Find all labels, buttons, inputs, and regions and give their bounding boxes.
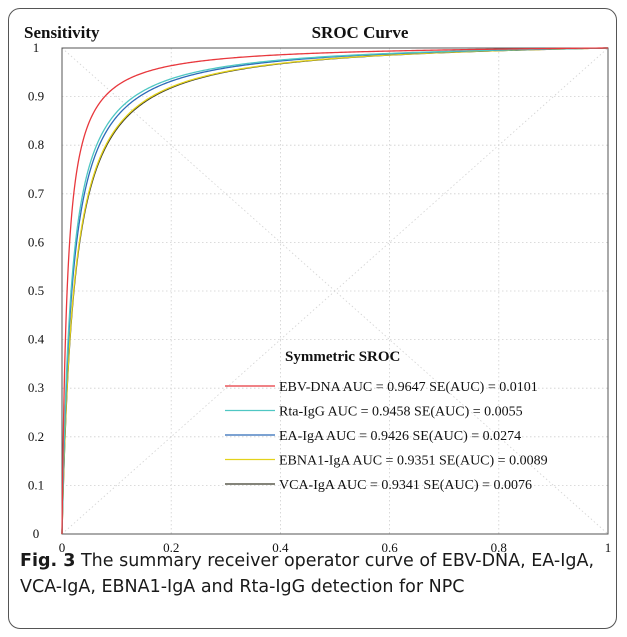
x-tick-label: 0 [59,540,66,555]
y-tick-label: 1 [33,40,40,55]
sroc-curve-ebna1-iga [61,47,609,534]
plot-area [61,47,609,535]
series-curves [61,47,609,534]
figure-frame [8,8,617,629]
y-axis-label: Sensitivity [24,23,100,42]
sroc-chart: 0 0.2 0.4 0.6 0.8 1 0 0.1 0.2 0.3 0.4 0.5 0.6 0.7 0.8 0… [24,23,611,555]
y-tick-label: 0.1 [28,477,44,492]
chart-title: SROC Curve [312,23,409,42]
legend-entry: Rta-IgG AUC = 0.9458 SE(AUC) = 0.0055 [279,405,523,420]
x-tick-label: 0.6 [381,540,398,555]
diagonal-lines [61,47,609,535]
y-tick-label: 0.5 [28,283,44,298]
y-tick-label: 0.8 [28,137,44,152]
y-tick-label: 0.6 [28,234,45,249]
y-tick-label: 0.9 [28,89,44,104]
y-tick-label: 0.4 [28,332,45,347]
sroc-curve-ebv-dna [61,47,609,534]
legend-title: Symmetric SROC [285,349,400,365]
sroc-curve-rta-igg [61,47,609,534]
y-tick-label: 0 [33,526,40,541]
y-tick-label: 0.2 [28,429,44,444]
x-tick-label: 0.8 [491,540,507,555]
y-tick-label: 0.7 [28,186,45,201]
diagonal-q-line [61,47,609,535]
x-tick-label: 0.2 [163,540,179,555]
legend-entry: EA-IgA AUC = 0.9426 SE(AUC) = 0.0274 [279,429,521,444]
legend: Symmetric SROC EBV-DNA AUC = 0.9647 SE(A… [225,349,548,493]
figure-caption: Fig. 3 The summary receiver operator cur… [20,548,610,600]
legend-entry: VCA-IgA AUC = 0.9341 SE(AUC) = 0.0076 [279,478,532,493]
caption-text: The summary receiver operator curve of E… [20,551,595,597]
y-tick-label: 0.3 [28,380,44,395]
legend-entry: EBV-DNA AUC = 0.9647 SE(AUC) = 0.0101 [279,380,538,395]
axis-ticks: 0 0.2 0.4 0.6 0.8 1 0 0.1 0.2 0.3 0.4 0.5 0.6 0.7 0.8 0… [28,40,611,555]
legend-entry: EBNA1-IgA AUC = 0.9351 SE(AUC) = 0.0089 [279,454,548,469]
x-tick-label: 0.4 [272,540,289,555]
caption-label: Fig. 3 [20,551,76,571]
x-tick-label: 1 [605,540,612,555]
